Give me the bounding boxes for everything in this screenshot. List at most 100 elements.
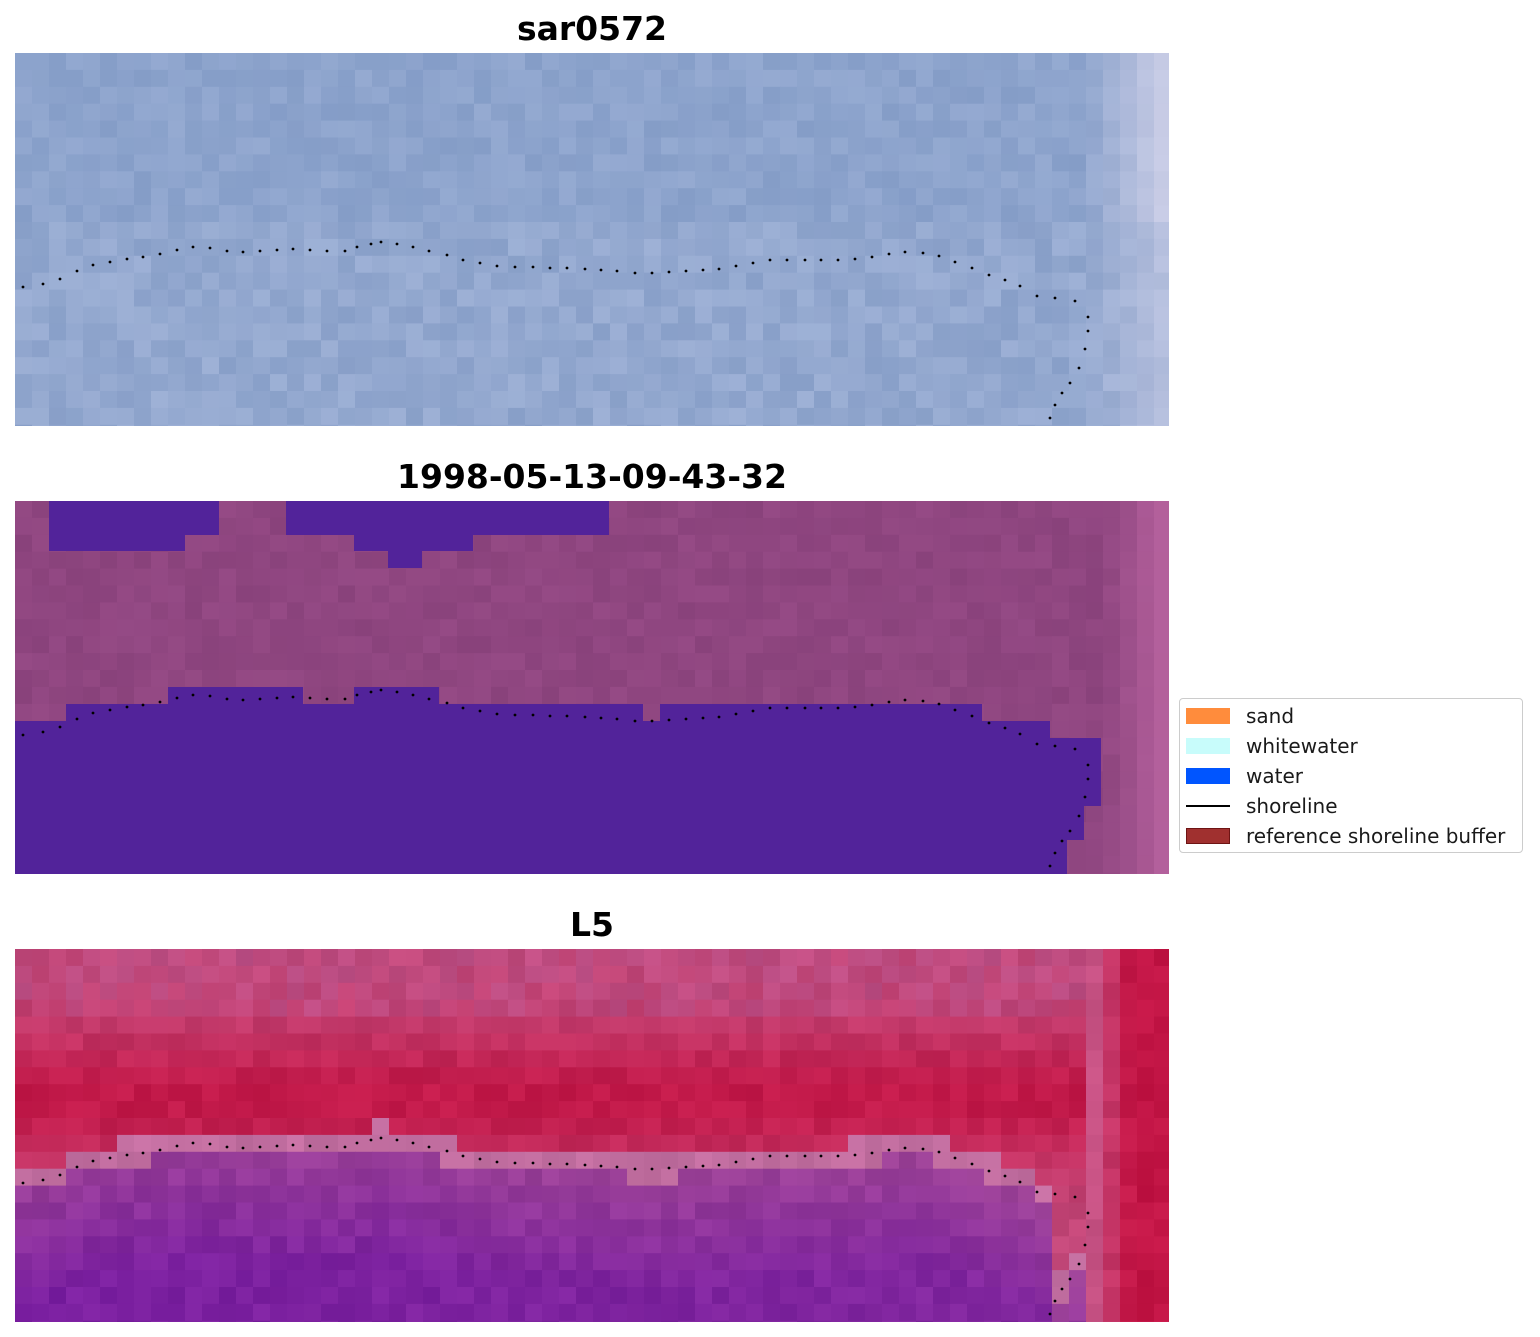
- shoreline-point: [125, 257, 129, 261]
- shoreline-point: [937, 254, 941, 258]
- shoreline-point: [395, 690, 399, 694]
- shoreline-point: [369, 1138, 373, 1142]
- shoreline-point: [583, 1163, 587, 1167]
- shoreline-point: [734, 264, 738, 268]
- legend-swatch-reference-buffer: [1186, 828, 1230, 844]
- shoreline-point: [343, 1145, 347, 1149]
- shoreline-point: [191, 1141, 195, 1145]
- shoreline-point: [478, 1157, 482, 1161]
- shoreline-point: [937, 702, 941, 706]
- shoreline-point: [91, 263, 95, 267]
- shoreline-point: [1077, 366, 1081, 370]
- shoreline-point: [937, 1150, 941, 1154]
- shoreline-point: [599, 268, 603, 272]
- shoreline-point: [667, 718, 671, 722]
- shoreline-point: [684, 269, 688, 273]
- shoreline-point: [308, 696, 312, 700]
- shoreline-point: [717, 715, 721, 719]
- shoreline-point: [531, 1161, 535, 1165]
- shoreline-point: [870, 1151, 874, 1155]
- shoreline-point: [803, 706, 807, 710]
- legend-swatch-water: [1186, 768, 1230, 784]
- shoreline-point: [887, 252, 891, 256]
- shoreline-point: [1035, 294, 1039, 298]
- shoreline-point: [478, 709, 482, 713]
- shoreline-point: [1035, 1190, 1039, 1194]
- shoreline-point: [970, 714, 974, 718]
- shoreline-point: [684, 1165, 688, 1169]
- shoreline-point: [751, 709, 755, 713]
- shoreline-point: [191, 245, 195, 249]
- shoreline-point: [1086, 315, 1090, 319]
- shoreline-point: [953, 708, 957, 712]
- shoreline-point: [836, 1154, 840, 1158]
- shoreline-point: [175, 248, 179, 252]
- shoreline-point: [379, 240, 383, 244]
- shoreline-point: [548, 1162, 552, 1166]
- shoreline-point: [75, 269, 79, 273]
- shoreline-point: [615, 1165, 619, 1169]
- shoreline-point: [717, 267, 721, 271]
- shoreline-point: [141, 703, 145, 707]
- shoreline-point: [291, 247, 295, 251]
- shoreline-point: [1086, 763, 1090, 767]
- shoreline-point: [751, 1157, 755, 1161]
- legend-label-water: water: [1246, 764, 1303, 788]
- shoreline-point: [921, 1147, 925, 1151]
- shoreline-point: [565, 714, 569, 718]
- shoreline-point: [1053, 403, 1057, 407]
- rgb-image-panel: [15, 53, 1169, 426]
- shoreline-point: [411, 1141, 415, 1145]
- shoreline-point: [158, 700, 162, 704]
- shoreline-point: [1077, 1262, 1081, 1266]
- shoreline-point: [513, 713, 517, 717]
- shoreline-point: [291, 695, 295, 699]
- legend-label-whitewater: whitewater: [1246, 734, 1358, 758]
- shoreline-point: [531, 265, 535, 269]
- shoreline-point: [633, 271, 637, 275]
- shoreline-point: [325, 1145, 329, 1149]
- legend-label-sand: sand: [1246, 704, 1295, 728]
- shoreline-point: [411, 245, 415, 249]
- shoreline-point: [208, 246, 212, 250]
- shoreline-point: [921, 699, 925, 703]
- shoreline-point: [1073, 747, 1077, 751]
- shoreline-point: [208, 1142, 212, 1146]
- panel-title-classified: 1998-05-13-09-43-32: [397, 457, 787, 496]
- shoreline-point: [58, 277, 62, 281]
- shoreline-point: [970, 266, 974, 270]
- shoreline-point: [701, 268, 705, 272]
- shoreline-point: [953, 260, 957, 264]
- shoreline-point: [583, 267, 587, 271]
- shoreline-point: [478, 261, 482, 265]
- shoreline-point: [1068, 381, 1072, 385]
- legend-swatch-shoreline: [1186, 798, 1230, 814]
- shoreline-point: [819, 258, 823, 262]
- shoreline-point: [241, 250, 245, 254]
- shoreline-point: [225, 697, 229, 701]
- shoreline-point: [1060, 1287, 1064, 1291]
- shoreline-point: [987, 273, 991, 277]
- shoreline-point: [308, 1144, 312, 1148]
- shoreline-point: [785, 706, 789, 710]
- shoreline-point: [987, 721, 991, 725]
- shoreline-point: [1086, 777, 1090, 781]
- shoreline-point: [325, 697, 329, 701]
- shoreline-point: [175, 696, 179, 700]
- shoreline-point: [91, 1159, 95, 1163]
- legend-label-shoreline: shoreline: [1246, 794, 1338, 818]
- shoreline-point: [1068, 829, 1072, 833]
- legend-item-shoreline: shoreline: [1186, 791, 1338, 821]
- index-image: [15, 949, 1169, 1322]
- shoreline-point: [667, 270, 671, 274]
- shoreline-point: [768, 706, 772, 710]
- shoreline-point: [355, 693, 359, 697]
- shoreline-point: [325, 249, 329, 253]
- panel-title-rgb: sar0572: [516, 9, 668, 48]
- shoreline-point: [141, 1151, 145, 1155]
- shoreline-point: [853, 705, 857, 709]
- shoreline-point: [495, 264, 499, 268]
- shoreline-point: [785, 258, 789, 262]
- panel-title-index: L5: [570, 905, 614, 944]
- shoreline-point: [379, 1136, 383, 1140]
